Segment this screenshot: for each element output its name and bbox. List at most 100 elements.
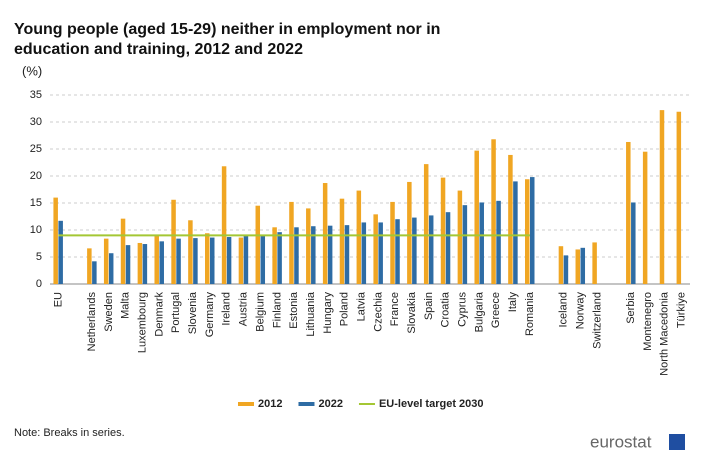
x-tick-label: Bulgaria — [473, 291, 485, 332]
bar — [445, 212, 451, 284]
bar — [125, 245, 131, 284]
bar — [294, 227, 299, 284]
x-tick-label: Serbia — [625, 291, 637, 324]
bar — [154, 234, 159, 284]
bar — [243, 235, 249, 284]
x-tick-label: Cyprus — [457, 292, 469, 327]
bar — [631, 202, 636, 284]
bar — [423, 164, 429, 284]
y-tick-label: 5 — [36, 251, 42, 263]
x-tick-label: Croatia — [440, 291, 452, 327]
y-tick-label: 20 — [30, 170, 42, 182]
x-tick-label: Romania — [524, 291, 536, 336]
bar — [108, 253, 114, 284]
bar — [120, 218, 126, 284]
bar — [378, 222, 383, 284]
bar — [260, 235, 266, 284]
y-tick-label: 35 — [30, 89, 42, 101]
bar — [137, 242, 143, 284]
y-tick-label: 25 — [30, 143, 42, 155]
bar — [356, 190, 362, 284]
y-tick-label: 0 — [36, 278, 42, 290]
bar — [255, 205, 261, 284]
x-tick-label: Norway — [574, 292, 586, 330]
bar — [513, 181, 518, 284]
bar — [344, 225, 350, 284]
x-tick-label: Montenegro — [642, 292, 654, 351]
x-tick-label: Netherlands — [86, 292, 98, 352]
x-tick-label: Greece — [490, 292, 502, 328]
bar — [530, 177, 535, 284]
bar — [327, 225, 333, 284]
bar — [525, 179, 530, 284]
bar — [479, 202, 484, 284]
bar — [457, 190, 463, 284]
bar — [176, 238, 181, 284]
x-tick-label: Spain — [423, 292, 435, 320]
bar — [642, 151, 648, 284]
bar — [491, 139, 496, 284]
bar — [205, 233, 210, 284]
bar — [193, 238, 198, 284]
bar — [142, 244, 148, 284]
x-tick-label: Austria — [238, 291, 250, 326]
x-tick-label: Latvia — [355, 291, 367, 321]
bar — [580, 247, 586, 284]
bar — [306, 208, 311, 284]
bar — [563, 255, 569, 284]
x-tick-label: Hungary — [322, 292, 334, 334]
y-tick-label: 15 — [30, 197, 42, 209]
legend-label: 2022 — [318, 398, 342, 410]
bar — [58, 220, 63, 284]
bar — [277, 232, 282, 284]
chart-title: education and training, 2012 and 2022 — [14, 41, 303, 58]
bar — [575, 249, 581, 284]
x-tick-label: Switzerland — [591, 292, 603, 349]
x-tick-label: Finland — [271, 292, 283, 328]
bar — [395, 219, 400, 284]
x-tick-label: Poland — [339, 292, 351, 326]
legend-swatch — [238, 402, 254, 406]
legend-label: 2012 — [258, 398, 282, 410]
bar — [103, 238, 109, 284]
x-tick-label: Portugal — [170, 292, 182, 333]
bar — [508, 154, 513, 284]
chart-title: Young people (aged 15-29) neither in emp… — [14, 21, 440, 38]
bar — [659, 110, 665, 285]
x-tick-label: Ireland — [221, 292, 233, 326]
bar — [462, 205, 468, 284]
bar — [87, 248, 92, 284]
bar — [558, 246, 564, 284]
bar — [53, 197, 58, 284]
x-tick-label: Lithuania — [305, 291, 317, 337]
x-tick-label: Czechia — [372, 291, 384, 332]
bar — [289, 201, 294, 284]
bar — [407, 181, 412, 284]
bar — [210, 237, 215, 284]
y-tick-label: 10 — [30, 224, 42, 236]
bar — [440, 177, 446, 284]
x-tick-label: EU — [52, 292, 64, 307]
note: Note: Breaks in series. — [14, 427, 125, 439]
x-tick-label: North Macedonia — [659, 291, 671, 376]
bar — [272, 227, 277, 284]
x-tick-label: Italy — [507, 292, 519, 313]
bar — [311, 226, 316, 284]
bar — [390, 201, 395, 284]
x-tick-label: Germany — [204, 292, 216, 338]
x-tick-label: Iceland — [558, 292, 570, 327]
bar — [474, 150, 479, 284]
bar — [188, 220, 193, 284]
x-tick-label: Slovakia — [406, 291, 418, 333]
x-tick-label: Belgium — [254, 292, 266, 332]
x-tick-label: Türkiye — [675, 292, 687, 328]
bar — [92, 261, 97, 284]
legend-label: EU-level target 2030 — [379, 398, 484, 410]
chart-subtitle: (%) — [22, 63, 42, 78]
bar — [592, 242, 597, 284]
bar — [373, 214, 378, 284]
bar — [428, 215, 434, 284]
bar — [676, 111, 682, 285]
bar — [361, 222, 367, 284]
